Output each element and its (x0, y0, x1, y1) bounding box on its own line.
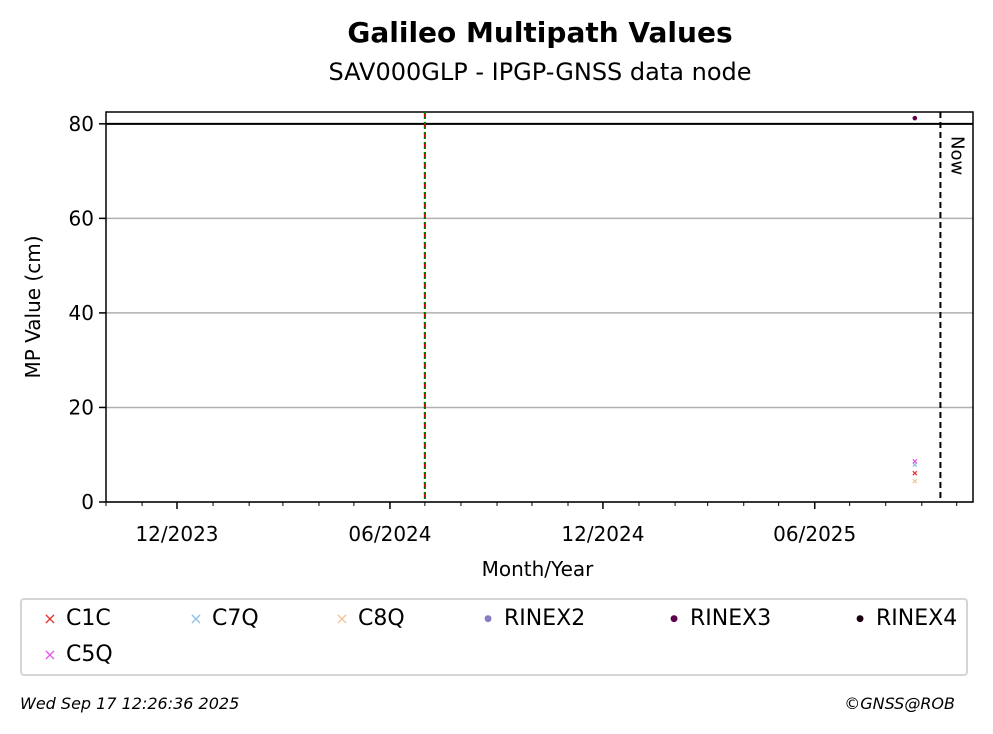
legend-marker-rinex3: ● (670, 613, 678, 624)
legend-item-c7q: × C7Q (186, 606, 259, 631)
legend: × C1C × C7Q × C8Q ● RINEX2 ● RINEX3 ● RINEX4 × C5Q (20, 598, 968, 676)
legend-label: RINEX4 (876, 606, 958, 631)
legend-label: C8Q (358, 606, 405, 631)
legend-item-rinex3: ● RINEX3 (664, 606, 771, 631)
legend-marker-c1c: × (43, 609, 57, 628)
y-tick-label: 0 (81, 490, 94, 514)
x-tick-label: 12/2023 (135, 522, 218, 546)
legend-label: C7Q (212, 606, 259, 631)
y-axis-label: MP Value (cm) (21, 235, 45, 378)
legend-marker-rinex2: ● (484, 613, 492, 624)
y-tick-label: 80 (69, 112, 94, 136)
legend-marker-c5q: × (43, 645, 57, 664)
y-tick-label: 60 (69, 206, 94, 230)
legend-marker-rinex4: ● (856, 613, 864, 624)
legend-label: RINEX2 (504, 606, 586, 631)
data-point-c1c (912, 470, 918, 476)
data-point-rinex3 (912, 115, 918, 121)
data-point-c8q (912, 478, 918, 484)
plot-frame (105, 111, 974, 503)
legend-item-c1c: × C1C (40, 606, 111, 631)
legend-marker-c8q: × (335, 609, 349, 628)
legend-label: C5Q (66, 642, 113, 667)
legend-label: RINEX3 (690, 606, 772, 631)
plot-area: 0 20 40 60 80 12/2023 06/2024 12/2024 06/2025 Mon… (21, 111, 974, 581)
legend-item-c5q: × C5Q (40, 642, 113, 667)
now-label: Now (946, 136, 967, 175)
y-tick-label: 20 (69, 395, 94, 419)
x-axis-label: Month/Year (482, 557, 595, 581)
legend-item-rinex4: ● RINEX4 (850, 606, 957, 631)
legend-item-rinex2: ● RINEX2 (478, 606, 585, 631)
x-tick-label: 06/2025 (773, 522, 856, 546)
footer-credit: ©GNSS@ROB (844, 694, 955, 713)
chart-title: Galileo Multipath Values (347, 16, 733, 49)
x-tick-label: 12/2024 (561, 522, 644, 546)
data-point-c5q (912, 458, 918, 464)
legend-marker-c7q: × (189, 609, 203, 628)
chart-subtitle: SAV000GLP - IPGP-GNSS data node (328, 58, 752, 86)
legend-label: C1C (66, 606, 111, 631)
footer-timestamp: Wed Sep 17 12:26:36 2025 (20, 694, 240, 713)
y-tick-label: 40 (69, 301, 94, 325)
x-tick-label: 06/2024 (348, 522, 431, 546)
legend-item-c8q: × C8Q (332, 606, 405, 631)
